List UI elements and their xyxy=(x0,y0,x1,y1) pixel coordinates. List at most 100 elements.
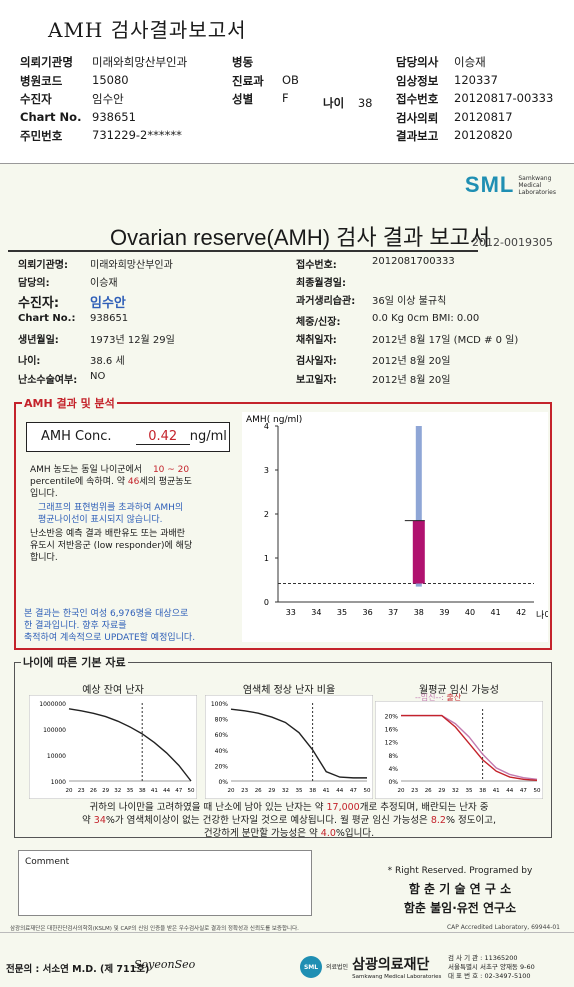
report-sheet: SML Samkwang Medical Laboratories Ovaria… xyxy=(0,163,574,987)
info-right-key: 검사일자: xyxy=(296,356,337,367)
mini-plot-3: 20% 16% 12% 8% 4% 0%20 23 26 29 32 35 38 41 44 47 50 xyxy=(375,701,543,799)
mini-title-3: 월평균 임신 가능성 xyxy=(419,685,499,696)
header-key: 의뢰기관명 xyxy=(20,55,73,69)
info-left-key: 담당의: xyxy=(18,278,50,289)
mini-xtick-label: 29 xyxy=(102,788,109,794)
sml-logo: SML Samkwang Medical Laboratories xyxy=(465,172,556,198)
footer-address: 서울특별시 서초구 양재동 9-60 xyxy=(448,963,535,971)
mini-bg xyxy=(29,695,197,799)
mini-ytick-label: 1000 xyxy=(51,779,66,786)
footer-cap: CAP Accredited Laboratory, 69944-01 xyxy=(446,924,560,931)
report-number: 2012-0019305 xyxy=(472,236,553,249)
amh-range-bar xyxy=(415,426,422,587)
info-right-value: 2012081700333 xyxy=(372,256,455,267)
mini-xtick-label: 50 xyxy=(188,788,195,794)
amh-xtick-label: 38 xyxy=(414,608,424,617)
amh-ytick-label: 2 xyxy=(264,510,269,519)
para1-a: AMH 농도는 동일 나이군에서 xyxy=(30,465,143,475)
info-left-key: 수진자: xyxy=(18,296,60,311)
mini-series-line xyxy=(401,714,538,782)
amh-result-box: AMH 결과 및 분석 AMH Conc. 0.42 ng/ml AMH 농도는 … xyxy=(14,395,552,650)
summary-2b: %가 염색체이상이 없는 건강한 난자일 것으로 예상됩니다. 월 평균 임신 … xyxy=(105,815,428,826)
amh-paragraph-2: 난소반응 예측 결과 배란유도 또는 과배란 유도시 저반응군 (low res… xyxy=(30,528,192,564)
mini-xtick-label: 50 xyxy=(534,788,541,794)
mini-ytick-label: 40% xyxy=(215,748,229,755)
footer-contact: 검 사 기 관 : 11365200 서울특별시 서초구 양재동 9-60 대 … xyxy=(448,954,535,981)
mini-xtick-label: 47 xyxy=(350,788,357,794)
header-value: 120337 xyxy=(454,72,498,87)
mini-xtick-label: 32 xyxy=(114,788,121,794)
info-left-value: 임수안 xyxy=(90,296,126,311)
amh-xtick-label: 41 xyxy=(491,608,501,617)
mini-ytick-label: 100% xyxy=(211,701,228,708)
mini-xtick-label: 23 xyxy=(78,788,85,794)
mini-xtick-label: 38 xyxy=(309,788,316,794)
summary-3a: 건강하게 분만할 가능성은 약 xyxy=(203,828,318,839)
abnormal-percent: 34 xyxy=(93,815,106,826)
mini-xtick-label: 38 xyxy=(139,788,146,794)
header-value: 20120817 xyxy=(454,109,513,124)
document-title: AMH 검사결과보고서 xyxy=(48,18,247,42)
mini-xtick-label: 26 xyxy=(90,788,97,794)
header-key: 주민번호 xyxy=(20,129,63,143)
header-key: 검사의뢰 xyxy=(396,110,439,125)
info-right-key: 접수번호: xyxy=(296,260,337,271)
footer-org-logo: SML 의료법인 삼광의료재단 Samkwang Medical Laborat… xyxy=(300,954,441,980)
remaining-oocytes: 17,000 xyxy=(326,802,360,813)
amh-xtick-label: 35 xyxy=(337,608,347,617)
amh-conc-value: 0.42 xyxy=(135,429,190,445)
header-key: 수진자 xyxy=(20,92,52,106)
amh-conc-label: AMH Conc. xyxy=(41,429,112,444)
percentile-range: 10 ~ 20 xyxy=(152,465,190,475)
mini-xtick-label: 32 xyxy=(452,788,459,794)
info-right-value: 2012년 8월 17일 (MCD # 0 일) xyxy=(372,335,519,346)
mini-xtick-label: 35 xyxy=(127,788,134,794)
header-key: 담당의사 xyxy=(396,55,439,69)
mini-ytick-label: 1000000 xyxy=(39,701,66,708)
info-left-value: 미래와희망산부인과 xyxy=(90,260,173,271)
pregnancy-percent: 8.2 xyxy=(430,815,446,826)
rights-line-3: 함춘 불임·유전 연구소 xyxy=(403,901,517,915)
info-right-key: 체중/신장: xyxy=(296,317,341,328)
mini-series-line xyxy=(230,708,367,779)
logo-text: SML xyxy=(464,172,515,197)
amh-xlabel: 나이 xyxy=(536,610,548,621)
info-right-value: 36일 이상 불규칙 xyxy=(372,296,447,307)
sml-mark-icon: SML xyxy=(300,956,322,978)
amh-section-label: AMH 결과 및 분석 xyxy=(22,395,117,411)
mini-ytick-label: 10000 xyxy=(47,753,66,760)
amh-chart: AMH( ng/ml)0123433343536373839404142나이 xyxy=(242,412,548,642)
header-value: 938651 xyxy=(92,109,136,124)
mini-series-line xyxy=(68,708,192,782)
mini-xtick-label: 50 xyxy=(364,788,371,794)
footer-doctor: 전문의 : 서소연 M.D. (제 711호) xyxy=(6,964,150,975)
mini-bg xyxy=(205,695,373,799)
mean-age: 46 xyxy=(127,477,140,487)
mini-xtick-label: 47 xyxy=(520,788,527,794)
rights-line-1: * Right Reserved. Programed by xyxy=(387,866,533,876)
header-value: 20120817-00333 xyxy=(454,91,554,105)
header-value: 미래와희망산부인과 xyxy=(92,55,188,69)
info-left-key: 의뢰기관명: xyxy=(18,260,68,271)
header-value: OB xyxy=(282,72,299,87)
report-title: Ovarian reserve(AMH) 검사 결과 보고서 xyxy=(110,225,491,250)
para2-2: 유도시 저반응군 (low responder)에 해당 xyxy=(30,541,193,551)
basic-section-label: 나이에 따른 기본 자료 xyxy=(21,654,128,670)
rights-line-2: 함 춘 기 술 연 구 소 xyxy=(408,882,512,896)
mini-xtick-label: 29 xyxy=(438,788,445,794)
footer-divider xyxy=(0,932,574,933)
header-key: 병원코드 xyxy=(20,73,63,88)
header-key: 병동 xyxy=(232,55,254,69)
para2-1: 난소반응 예측 결과 배란유도 또는 과배란 xyxy=(30,529,186,539)
info-right-key: 보고일자: xyxy=(296,375,337,386)
info-right-value: 2012년 8월 20일 xyxy=(372,375,451,386)
amh-conc-unit: ng/ml xyxy=(189,429,227,444)
age-label: 나이 xyxy=(323,96,345,110)
header-value: 임수안 xyxy=(92,92,124,106)
amh-ytick-label: 0 xyxy=(264,598,269,607)
mini-ytick-label: 20% xyxy=(215,763,229,770)
mini-ytick-label: 100000 xyxy=(43,727,66,734)
info-left-key: Chart No.: xyxy=(18,313,76,324)
comment-label: Comment xyxy=(25,857,70,867)
info-right-value: 2012년 8월 20일 xyxy=(372,356,451,367)
